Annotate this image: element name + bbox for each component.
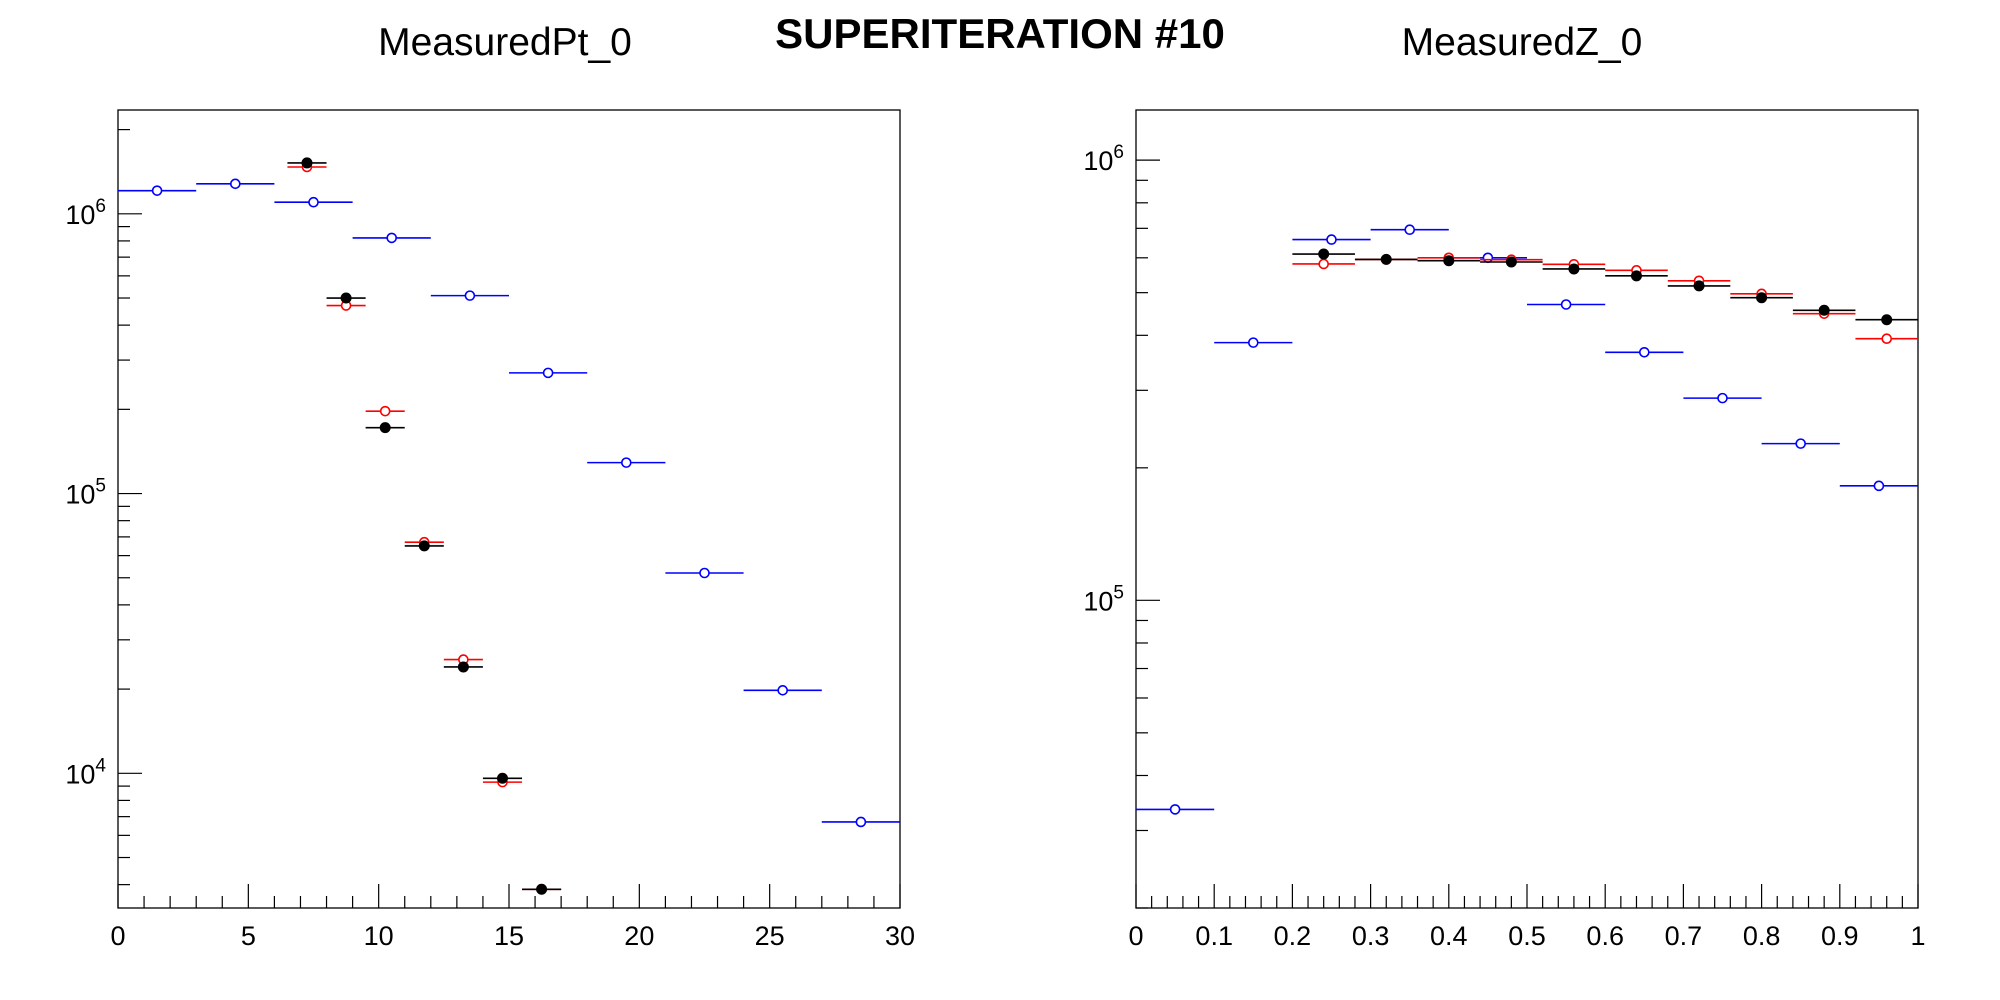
pt-x-tick-label: 0 bbox=[110, 921, 125, 951]
pt-data-point bbox=[536, 883, 548, 895]
z-data-point bbox=[1248, 337, 1259, 348]
pt-data-point bbox=[386, 232, 398, 244]
z-data-point bbox=[1756, 292, 1768, 304]
z-x-tick-label: 0.3 bbox=[1352, 921, 1390, 951]
z-data-point bbox=[1560, 299, 1572, 310]
pt-data-point bbox=[496, 772, 508, 784]
pt-x-tick-label: 20 bbox=[624, 921, 654, 951]
pt-data-point bbox=[457, 661, 469, 673]
z-data-point bbox=[1169, 804, 1181, 815]
z-data-point bbox=[1326, 234, 1337, 245]
pt-panel: 0 5 10 15 20 25 30 104 105 106 bbox=[65, 109, 915, 951]
z-data-point bbox=[1881, 314, 1893, 326]
pt-y-tick-label: 104 bbox=[65, 755, 106, 789]
z-data-point bbox=[1717, 392, 1728, 404]
pt-panel-title: MeasuredPt_0 bbox=[378, 21, 632, 64]
z-data-point bbox=[1318, 248, 1330, 260]
pt-data-point bbox=[340, 292, 352, 304]
pt-data-point bbox=[379, 422, 391, 434]
z-panel-title: MeasuredZ_0 bbox=[1402, 21, 1643, 64]
pt-data-point bbox=[699, 567, 710, 579]
z-data-point bbox=[1482, 252, 1494, 264]
z-x-tick-label: 1 bbox=[1910, 921, 1925, 951]
pt-series-2 bbox=[287, 157, 562, 895]
z-data-point bbox=[1639, 346, 1650, 358]
z-data-point bbox=[1818, 304, 1830, 316]
pt-x-tick-label: 25 bbox=[755, 921, 785, 951]
z-x-tick-label: 0 bbox=[1128, 921, 1143, 951]
z-panel: 0 0.1 0.2 0.3 0.4 0.5 0.6 0.7 0.8 0.9 1 105 106 bbox=[1083, 109, 1926, 951]
pt-series-0 bbox=[118, 178, 900, 828]
pt-y-tick-label: 105 bbox=[65, 476, 106, 510]
pt-data-point bbox=[151, 185, 163, 196]
z-data-point bbox=[1318, 258, 1329, 270]
pt-x-tick-label: 5 bbox=[241, 921, 256, 951]
pt-x-tick-label: 10 bbox=[364, 921, 394, 951]
pt-data-point bbox=[855, 816, 867, 828]
pt-x-tick-label: 30 bbox=[885, 921, 915, 951]
z-data-point bbox=[1568, 263, 1580, 275]
z-x-tick-label: 0.6 bbox=[1586, 921, 1624, 951]
z-series-2 bbox=[1292, 248, 1918, 326]
pt-data-point bbox=[308, 196, 319, 208]
pt-data-point bbox=[301, 157, 313, 169]
z-data-point bbox=[1873, 480, 1885, 492]
z-x-tick-label: 0.1 bbox=[1195, 921, 1233, 951]
z-series-0 bbox=[1136, 224, 1918, 815]
z-x-tick-label: 0.5 bbox=[1508, 921, 1546, 951]
z-data-point bbox=[1443, 255, 1455, 267]
z-y-tick-label: 106 bbox=[1083, 142, 1124, 176]
pt-data-point bbox=[777, 685, 789, 696]
z-x-tick-label: 0.9 bbox=[1821, 921, 1859, 951]
z-data-point bbox=[1795, 438, 1806, 449]
z-y-tick-label: 105 bbox=[1083, 582, 1124, 616]
z-data-point bbox=[1505, 256, 1517, 268]
z-x-tick-label: 0.2 bbox=[1274, 921, 1312, 951]
z-x-tick-label: 0.7 bbox=[1665, 921, 1703, 951]
pt-data-point bbox=[379, 405, 391, 417]
z-data-point bbox=[1693, 280, 1705, 292]
pt-y-tick-label: 106 bbox=[65, 196, 106, 230]
pt-data-point bbox=[418, 540, 430, 552]
z-data-point bbox=[1630, 270, 1642, 282]
z-x-tick-label: 0.8 bbox=[1743, 921, 1781, 951]
z-data-point bbox=[1380, 253, 1392, 265]
pt-data-point bbox=[230, 178, 241, 190]
pt-data-point bbox=[620, 457, 632, 468]
z-data-point bbox=[1404, 224, 1415, 236]
figure-title: SUPERITERATION #10 bbox=[775, 10, 1225, 57]
z-x-tick-label: 0.4 bbox=[1430, 921, 1468, 951]
pt-data-point bbox=[464, 290, 476, 301]
pt-x-tick-label: 15 bbox=[494, 921, 524, 951]
z-data-point bbox=[1881, 333, 1893, 344]
pt-data-point bbox=[542, 367, 554, 379]
